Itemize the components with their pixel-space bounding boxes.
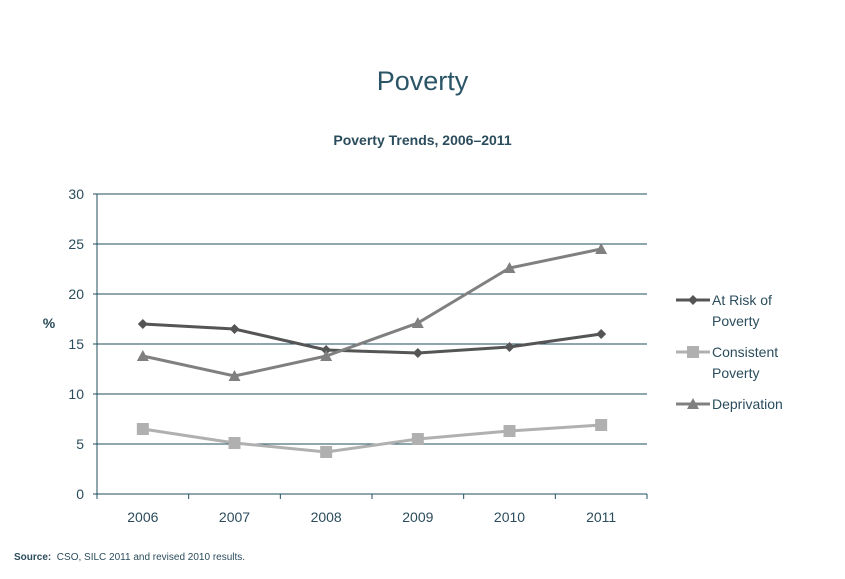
at-risk-of-poverty-point [504,342,515,352]
y-axis-label: % [43,315,56,331]
deprivation-point [228,370,241,381]
page-title: Poverty [376,66,469,96]
x-tick-label: 2007 [219,509,250,525]
deprivation-point [136,350,149,361]
deprivation-line [142,247,602,378]
deprivation-point [320,350,333,361]
y-tick-label: 30 [68,186,84,202]
consistent-poverty-point [320,446,333,458]
legend-marker-deprivation [687,398,699,409]
y-tick-label: 25 [68,236,84,252]
consistent-poverty-point [411,433,424,445]
consistent-poverty-line [142,423,602,454]
consistent-poverty-point [503,425,516,437]
chart-title: Poverty Trends, 2006–2011 [333,132,512,148]
consistent-poverty-point [228,437,241,449]
legend-marker-consistent-poverty [687,346,699,358]
y-tick-label: 0 [76,486,84,502]
y-tick-label: 15 [68,336,84,352]
legend-label-consistent-poverty: Poverty [712,365,759,381]
source-note: Source: CSO, SILC 2011 and revised 2010 … [14,552,245,563]
at-risk-of-poverty-point [137,319,148,329]
x-tick-label: 2006 [127,509,158,525]
legend-label-at-risk-of-poverty: Poverty [712,313,759,329]
at-risk-of-poverty-line [142,322,602,355]
consistent-poverty-point [136,423,149,435]
legend-marker-at-risk-of-poverty [688,295,698,305]
x-tick-label: 2010 [494,509,525,525]
at-risk-of-poverty-point [412,348,423,358]
x-tick-label: 2009 [402,509,433,525]
deprivation-point [595,243,608,254]
y-tick-label: 5 [76,436,84,452]
consistent-poverty-point [595,419,608,431]
y-tick-label: 20 [68,286,84,302]
y-tick-label: 10 [68,386,84,402]
legend-label-deprivation: Deprivation [712,396,783,412]
x-tick-label: 2008 [311,509,342,525]
source-label: Source: [14,552,52,563]
deprivation-point [503,262,516,273]
at-risk-of-poverty-point [596,329,607,339]
legend-label-at-risk-of-poverty: At Risk of [712,292,772,308]
deprivation-point [411,317,424,328]
at-risk-of-poverty-point [229,324,240,334]
legend-label-consistent-poverty: Consistent [712,344,778,360]
x-tick-label: 2011 [586,509,616,525]
source-text: CSO, SILC 2011 and revised 2010 results. [56,552,246,563]
